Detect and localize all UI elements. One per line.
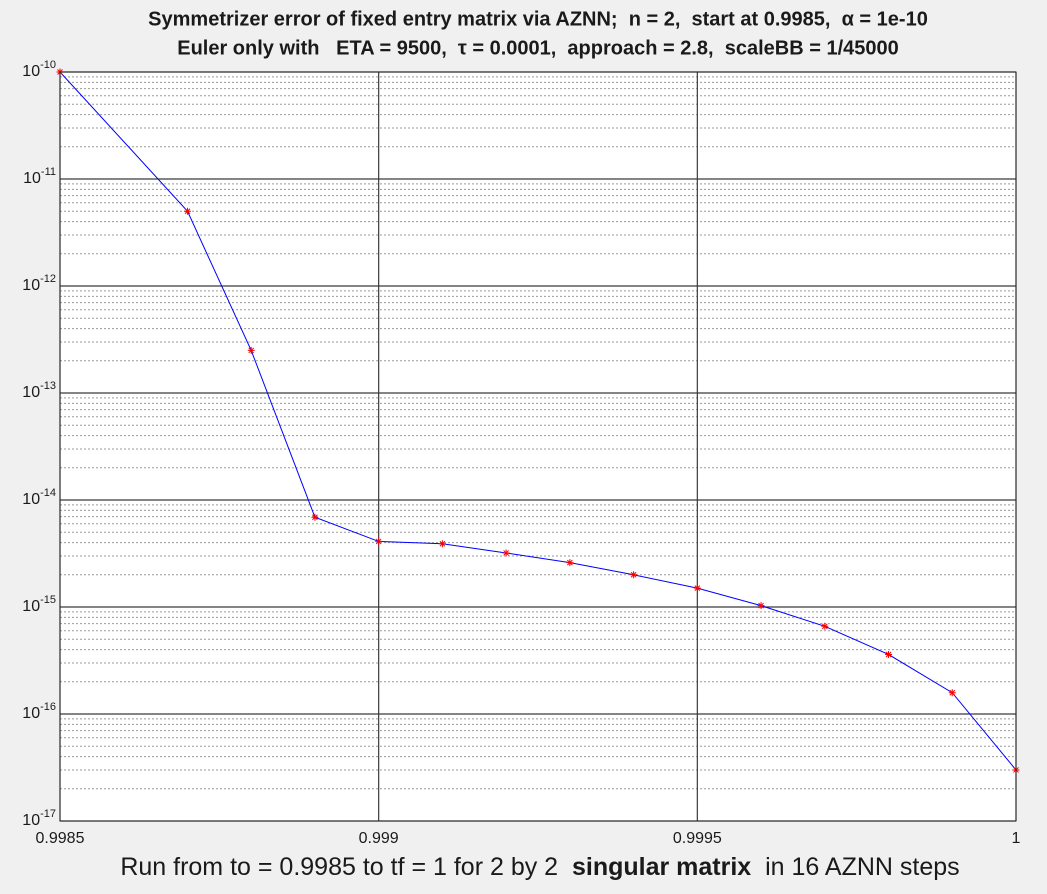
y-tick-label: 10-10 xyxy=(22,59,56,80)
x-tick-label: 0.9995 xyxy=(673,830,722,847)
data-marker xyxy=(693,584,701,592)
data-marker xyxy=(311,513,319,521)
y-tick-label: 10-17 xyxy=(22,808,56,829)
data-marker xyxy=(630,571,638,579)
y-tick-label: 10-14 xyxy=(22,487,56,508)
data-marker xyxy=(502,549,510,557)
y-tick-label: 10-12 xyxy=(22,273,56,294)
plot-area xyxy=(60,72,1016,821)
x-tick-label: 0.9985 xyxy=(36,830,85,847)
x-label-part: Run from to = 0.9985 to tf = 1 for 2 by … xyxy=(120,853,572,881)
data-marker xyxy=(247,346,255,354)
chart-subtitle: Euler only with ETA = 9500, τ = 0.0001, … xyxy=(177,37,899,59)
plot-frame xyxy=(59,71,1017,822)
y-tick-label: 10-13 xyxy=(22,380,56,401)
data-marker xyxy=(566,559,574,567)
data-marker xyxy=(821,622,829,630)
data-marker xyxy=(948,689,956,697)
data-marker xyxy=(183,207,191,215)
y-tick-label: 10-16 xyxy=(22,701,56,722)
x-tick-label: 0.999 xyxy=(359,830,399,847)
grid xyxy=(59,71,1017,822)
x-label-part: singular matrix xyxy=(572,853,751,881)
x-label-part: in 16 AZNN steps xyxy=(751,853,959,881)
x-axis-label: Run from to = 0.9985 to tf = 1 for 2 by … xyxy=(120,853,959,881)
data-marker xyxy=(375,537,383,545)
y-tick-label: 10-11 xyxy=(23,166,56,187)
y-tick-label: 10-15 xyxy=(22,594,56,615)
data-marker xyxy=(757,602,765,610)
chart-title: Symmetrizer error of fixed entry matrix … xyxy=(148,8,928,30)
data-marker xyxy=(885,650,893,658)
x-tick-label: 1 xyxy=(1012,830,1021,847)
data-marker xyxy=(438,540,446,548)
